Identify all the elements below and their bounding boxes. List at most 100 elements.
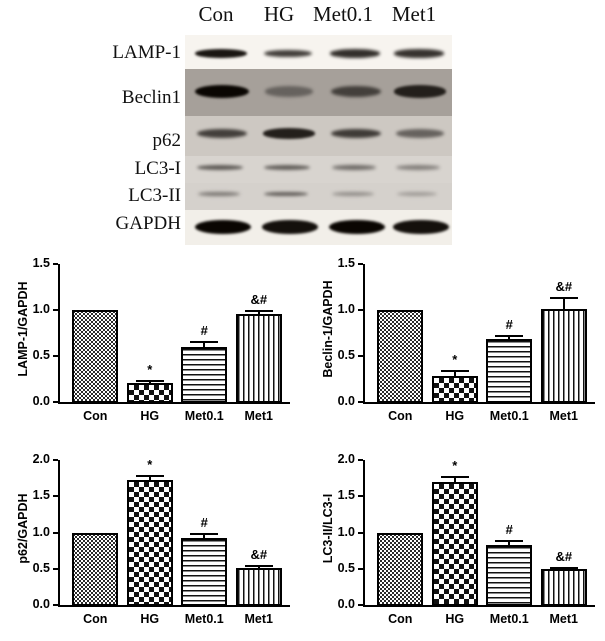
bar-hg xyxy=(431,376,478,403)
y-tick-label: 0.0 xyxy=(32,394,50,408)
x-tick-label-con: Con xyxy=(388,612,413,626)
y-tick-label: 0.0 xyxy=(32,597,50,611)
error-bar-cap xyxy=(440,475,469,478)
y-axis-line xyxy=(58,264,60,404)
y-tick-label: 0.0 xyxy=(337,597,355,611)
y-tick-mark xyxy=(358,309,363,311)
blot-band xyxy=(195,49,247,58)
y-tick-label: 0.5 xyxy=(337,560,355,575)
error-bar-cap xyxy=(244,565,273,568)
blot-band xyxy=(264,191,308,197)
blot-band xyxy=(330,128,382,139)
error-bar-cap xyxy=(190,341,219,344)
blot-band xyxy=(330,85,382,98)
y-tick-mark xyxy=(53,567,58,570)
blot-band xyxy=(197,191,241,197)
bar-con xyxy=(72,532,119,606)
blot-band xyxy=(264,86,314,97)
y-axis-title: LAMP-1/GAPDH xyxy=(16,281,30,377)
bar-hg xyxy=(126,382,173,403)
error-bar-line xyxy=(203,341,206,347)
error-bar-cap xyxy=(549,297,578,300)
significance-marker: &# xyxy=(555,548,573,564)
y-tick-mark xyxy=(358,531,363,534)
y-tick-label: 1.5 xyxy=(32,256,50,270)
blot-membrane-image xyxy=(185,35,452,245)
y-tick-mark xyxy=(358,495,363,498)
blot-band xyxy=(394,49,444,58)
blot-band xyxy=(331,164,377,171)
y-tick-label: 1.5 xyxy=(337,488,355,503)
y-tick-mark xyxy=(53,263,58,265)
y-tick-label: 1.0 xyxy=(32,302,50,316)
blot-band xyxy=(332,191,374,197)
lane-header-met1: Met1 xyxy=(391,2,437,26)
y-tick-mark xyxy=(53,401,58,403)
y-tick-label: 1.0 xyxy=(32,524,50,539)
y-tick-mark xyxy=(358,604,363,606)
error-bar-cap xyxy=(135,474,164,477)
bar-met01 xyxy=(181,346,228,403)
blot-band xyxy=(262,128,316,139)
blot-band xyxy=(393,85,447,98)
y-tick-mark xyxy=(53,531,58,534)
x-tick-label-hg: HG xyxy=(140,612,160,626)
blot-band xyxy=(263,49,313,58)
y-tick-mark xyxy=(358,567,363,570)
blot-row-label-lamp1: LAMP-1 xyxy=(112,42,181,63)
error-bar-cap xyxy=(495,540,524,543)
bar-con xyxy=(377,532,424,606)
bar-hg xyxy=(431,482,478,606)
error-bar-cap xyxy=(190,532,219,535)
y-tick-mark xyxy=(53,309,58,311)
significance-marker: &# xyxy=(250,547,268,563)
error-bar-cap xyxy=(135,379,164,382)
blot-band xyxy=(330,49,380,58)
y-tick-mark xyxy=(53,495,58,498)
lane-header-hg: HG xyxy=(263,2,295,26)
chart-lc3ii-lc3i: 0.0 0.5 1.0 1.5 2.0 LC3-II/LC3-I Con * HG # Met0.1… xyxy=(305,448,605,641)
blot-band xyxy=(195,220,251,234)
x-tick-label-con: Con xyxy=(83,612,108,626)
significance-marker: * xyxy=(452,457,458,473)
chart-lamp1-gapdh: 0.0 0.5 1.0 1.5 LAMP-1/GAPDH Con * HG # Met0.1 &# M… xyxy=(0,252,300,438)
x-axis-line xyxy=(363,402,595,404)
bar-met01 xyxy=(486,338,533,403)
bar-con xyxy=(377,310,424,403)
significance-marker: &# xyxy=(250,292,268,307)
x-tick-label-met1: Met1 xyxy=(244,612,273,626)
blot-row-label-lc3i: LC3-I xyxy=(134,158,181,179)
blot-row-label-beclin1: Beclin1 xyxy=(121,87,181,108)
x-tick-label-met01: Met0.1 xyxy=(489,409,529,423)
error-bar-line xyxy=(148,474,151,480)
y-axis-line xyxy=(363,460,365,607)
y-axis-line xyxy=(58,460,60,607)
bar-met01 xyxy=(181,537,228,606)
y-tick-label: 2.0 xyxy=(32,452,50,466)
significance-marker: # xyxy=(505,316,513,332)
error-bar-line xyxy=(508,540,511,545)
western-blot-panel: Con HG Met0.1 Met1 LAMP-1 Beclin1 p62 LC… xyxy=(0,0,605,250)
bar-hg xyxy=(126,479,173,606)
bar-met1 xyxy=(235,313,282,403)
y-tick-label: 1.0 xyxy=(337,524,355,539)
blot-strip-p62 xyxy=(185,116,452,156)
error-bar-line xyxy=(203,532,206,538)
y-tick-mark xyxy=(53,355,58,357)
error-bar-cap xyxy=(495,334,524,337)
error-bar-line xyxy=(562,297,565,310)
blot-row-label-p62: p62 xyxy=(152,130,182,151)
x-tick-label-met01: Met0.1 xyxy=(184,612,224,626)
blot-strip-lc3-ii xyxy=(185,183,452,210)
blot-strip-gapdh xyxy=(185,210,452,245)
blot-strip-lc3-i xyxy=(185,156,452,183)
y-tick-mark xyxy=(358,459,363,461)
lane-header-met01: Met0.1 xyxy=(312,2,374,26)
x-tick-label-con: Con xyxy=(388,409,413,423)
significance-marker: # xyxy=(505,522,513,538)
blot-band xyxy=(195,85,249,98)
error-bar-cap xyxy=(549,566,578,569)
y-axis-line xyxy=(363,264,365,404)
y-tick-label: 0.0 xyxy=(337,394,355,408)
x-tick-label-met1: Met1 xyxy=(244,409,273,423)
